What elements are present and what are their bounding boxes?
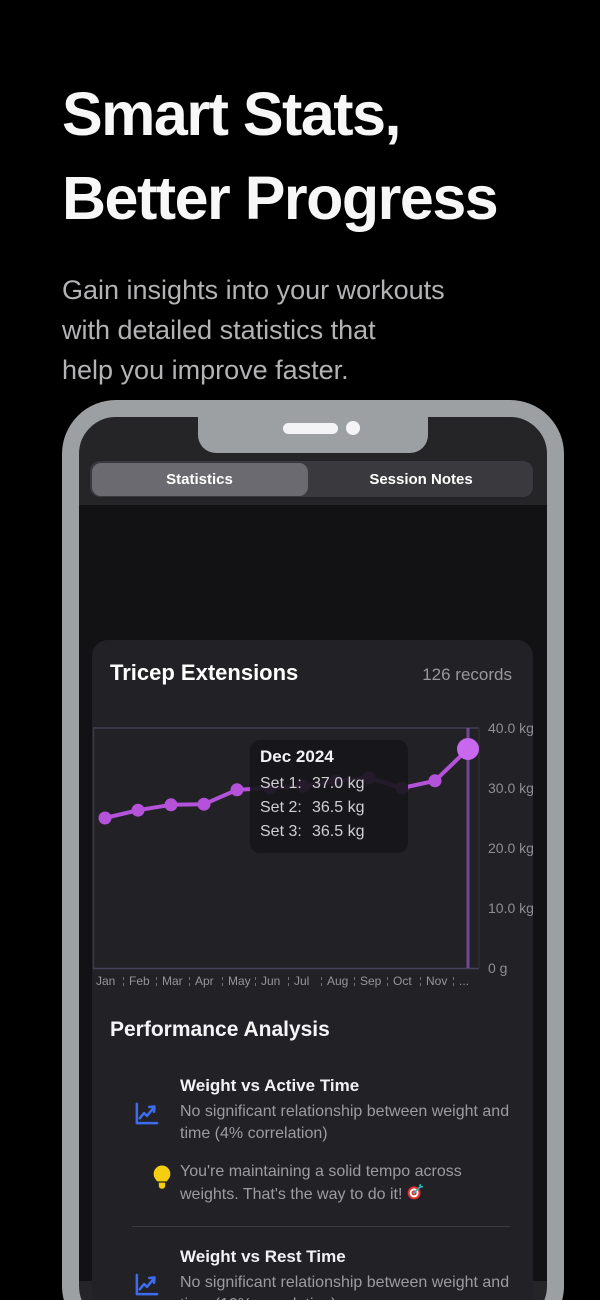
data-point-highlighted <box>457 738 479 760</box>
x-tick-mark <box>387 976 389 986</box>
x-tick-label: ... <box>453 974 469 988</box>
x-tick-mark <box>189 976 191 986</box>
x-tick-label: May <box>222 974 251 988</box>
statistics-content-area: Tricep Extensions 126 records 40.0 kg 30.… <box>79 505 547 1300</box>
analysis-item: Weight vs Active Time No significant rel… <box>92 1076 533 1145</box>
tooltip-set-value: 36.5 kg <box>312 799 365 816</box>
stats-card-header: Tricep Extensions 126 records <box>92 640 533 700</box>
target-dart-icon <box>406 1183 424 1206</box>
trend-chart-icon <box>135 1273 159 1296</box>
tab-statistics[interactable]: Statistics <box>91 462 308 496</box>
x-tick-mark <box>288 976 290 986</box>
analysis-heading: Performance Analysis <box>110 1018 330 1041</box>
page-subtitle: Gain insights into your workouts with de… <box>62 270 562 390</box>
y-axis-label: 40.0 kg <box>488 720 533 736</box>
analysis-item-description: No significant relationship between weig… <box>180 1103 510 1142</box>
stats-card: Tricep Extensions 126 records 40.0 kg 30.… <box>92 640 533 1300</box>
x-tick-label: Apr <box>189 974 214 988</box>
x-axis-labels: Jan Feb Mar Apr May Jun Jul Aug Sep Oct Nov... <box>92 974 533 992</box>
tooltip-set-label: Set 3: <box>260 823 302 840</box>
data-point <box>197 797 211 811</box>
x-tick-label: Nov <box>420 974 447 988</box>
tooltip-row: Set 3: 36.5 kg <box>260 820 398 844</box>
x-tick-mark <box>420 976 422 986</box>
records-count: 126 records <box>422 665 512 684</box>
y-axis-label: 10.0 kg <box>488 900 533 916</box>
phone-notch <box>198 417 428 453</box>
page-title: Smart Stats, Better Progress <box>62 72 562 240</box>
x-tick-label: Jan <box>92 974 115 988</box>
y-axis-label: 0 g <box>488 960 508 976</box>
analysis-item-description: No significant relationship between weig… <box>180 1274 510 1300</box>
tooltip-set-label: Set 1: <box>260 775 302 792</box>
chart-tooltip: Dec 2024 Set 1: 37.0 kg Set 2: 36.5 kg S… <box>250 740 408 853</box>
y-axis-label: 20.0 kg <box>488 840 533 856</box>
speaker-pill <box>283 423 338 434</box>
hero-section: Smart Stats, Better Progress Gain insigh… <box>62 72 562 390</box>
y-axis-label: 30.0 kg <box>488 780 533 796</box>
analysis-tip-text: You're maintaining a solid tempo across … <box>180 1163 462 1203</box>
x-tick-mark <box>453 976 455 986</box>
tooltip-set-value: 37.0 kg <box>312 775 365 792</box>
tab-session-notes[interactable]: Session Notes <box>369 470 473 488</box>
x-tick-label: Aug <box>321 974 348 988</box>
exercise-title: Tricep Extensions <box>110 660 299 685</box>
analysis-tip: You're maintaining a solid tempo across … <box>92 1161 533 1206</box>
trend-chart-icon <box>135 1102 159 1125</box>
x-tick-label: Jul <box>288 974 309 988</box>
tooltip-set-label: Set 2: <box>260 799 302 816</box>
tooltip-row: Set 2: 36.5 kg <box>260 796 398 820</box>
analysis-item-title: Weight vs Rest Time <box>180 1247 346 1266</box>
data-point <box>131 803 145 817</box>
tooltip-set-value: 36.5 kg <box>312 823 365 840</box>
page-subtitle-line1: Gain insights into your workouts <box>62 275 445 305</box>
data-point <box>428 774 442 788</box>
x-tick-mark <box>255 976 257 986</box>
analysis-item: Weight vs Rest Time No significant relat… <box>92 1247 533 1300</box>
phone-mockup: Statistics Session Notes Tricep Extensio… <box>62 400 564 1300</box>
segmented-tab-bar: Statistics Session Notes <box>90 461 533 497</box>
page-title-line2: Better Progress <box>62 164 499 232</box>
analysis-divider <box>132 1226 510 1227</box>
x-tick-label: Jun <box>255 974 280 988</box>
lightbulb-icon <box>153 1165 171 1189</box>
x-tick-mark <box>222 976 224 986</box>
tooltip-row: Set 1: 37.0 kg <box>260 772 398 796</box>
x-tick-mark <box>354 976 356 986</box>
page-subtitle-line2: with detailed statistics that <box>62 315 376 345</box>
performance-analysis-section: Performance Analysis Weight vs Active Ti… <box>92 1018 533 1300</box>
camera-dot <box>346 421 360 435</box>
data-point <box>164 798 178 812</box>
x-tick-label: Mar <box>156 974 183 988</box>
tooltip-date: Dec 2024 <box>260 747 334 766</box>
x-tick-mark <box>156 976 158 986</box>
x-tick-label: Sep <box>354 974 381 988</box>
page-subtitle-line3: help you improve faster. <box>62 355 349 385</box>
analysis-item-title: Weight vs Active Time <box>180 1076 360 1095</box>
data-point <box>230 783 244 797</box>
data-point <box>98 811 112 825</box>
x-tick-mark <box>321 976 323 986</box>
x-tick-label: Feb <box>123 974 150 988</box>
x-tick-label: Oct <box>387 974 412 988</box>
x-tick-mark <box>123 976 125 986</box>
page-title-line1: Smart Stats, <box>62 80 401 148</box>
